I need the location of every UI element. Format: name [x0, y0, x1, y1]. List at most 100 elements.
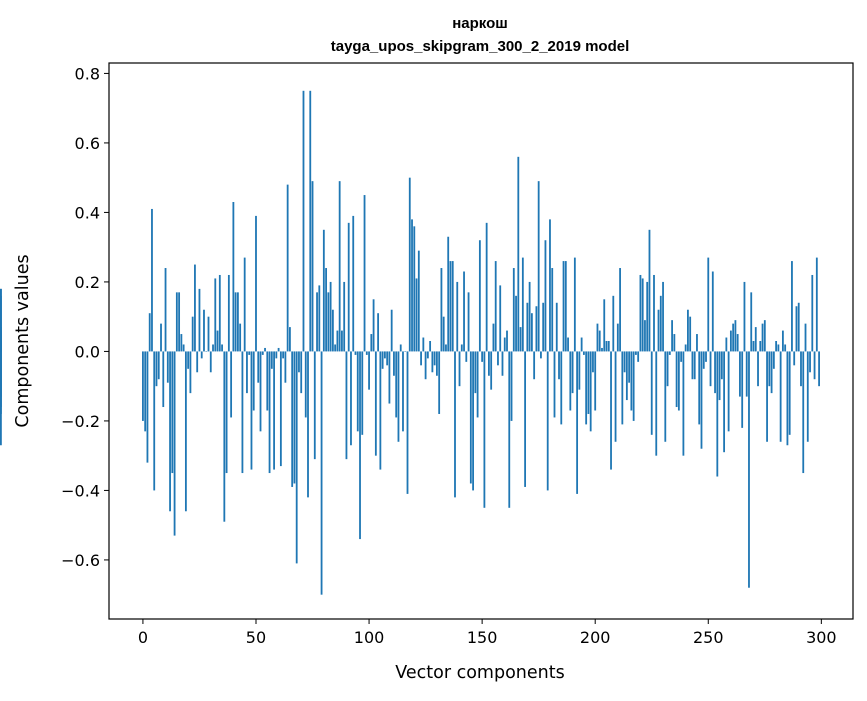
bar — [793, 351, 796, 366]
bar — [438, 351, 441, 414]
bar — [605, 341, 608, 352]
bar — [472, 351, 474, 491]
bar — [684, 344, 687, 352]
bar — [169, 351, 171, 512]
bar — [329, 281, 332, 352]
bar — [766, 351, 768, 442]
bar — [725, 337, 728, 352]
bar — [413, 226, 416, 352]
bar — [445, 344, 447, 352]
bar — [205, 351, 208, 352]
bar — [478, 240, 481, 352]
x-tick-label: 150 — [467, 628, 498, 647]
bar — [542, 302, 545, 352]
bar — [307, 351, 309, 498]
bar — [508, 351, 511, 508]
bar — [433, 351, 436, 366]
bar — [524, 351, 527, 487]
bar — [485, 222, 488, 352]
bar — [804, 323, 807, 352]
bar — [628, 351, 631, 383]
bar — [711, 271, 714, 352]
bar — [732, 323, 735, 352]
bar — [818, 351, 820, 387]
bar — [517, 156, 520, 352]
bar — [241, 351, 244, 474]
bar — [311, 181, 314, 352]
bar — [729, 330, 732, 352]
bar — [775, 341, 778, 352]
bar — [431, 351, 434, 373]
bar — [528, 281, 531, 352]
bar — [182, 344, 185, 352]
bar — [693, 351, 696, 380]
bar — [164, 268, 167, 352]
bar — [474, 351, 477, 394]
bar — [736, 334, 739, 352]
bar — [160, 323, 162, 352]
y-tick-label: −0.2 — [61, 412, 100, 431]
bar — [813, 351, 816, 380]
bar — [625, 351, 628, 401]
bar — [483, 351, 486, 508]
bar — [198, 288, 201, 352]
plot-frame — [108, 62, 854, 620]
bar — [752, 341, 755, 352]
x-tick-label: 250 — [693, 628, 724, 647]
bar — [680, 351, 683, 362]
bar — [377, 313, 380, 352]
bar — [578, 351, 581, 390]
bar — [216, 330, 219, 352]
bar — [200, 351, 203, 359]
bar — [239, 323, 242, 352]
bar — [0, 351, 2, 414]
bar — [359, 351, 361, 540]
bar — [291, 351, 294, 487]
bar — [601, 347, 603, 352]
bar — [610, 351, 612, 470]
bar — [546, 351, 549, 491]
bar — [148, 313, 151, 352]
bar — [655, 351, 658, 456]
x-tick-label: 0 — [138, 628, 148, 647]
bar — [153, 351, 156, 491]
bar — [397, 351, 400, 442]
bar — [637, 351, 640, 362]
bar — [707, 257, 710, 352]
bar — [268, 351, 271, 474]
bar — [322, 229, 325, 352]
bar — [232, 202, 235, 352]
bar — [639, 274, 642, 352]
bar — [435, 351, 438, 376]
bar — [180, 334, 183, 352]
chart-subtitle: tayga_upos_skipgram_300_2_2019 model — [331, 38, 630, 55]
x-axis-ticks: 0 50 100 150 200 250 300 — [138, 619, 837, 647]
bar — [166, 351, 169, 383]
bar — [759, 341, 762, 352]
bar — [650, 351, 653, 435]
chart-title: наркош — [452, 15, 508, 32]
bar — [218, 274, 221, 352]
bar — [223, 351, 226, 522]
bar — [352, 215, 355, 352]
bar — [598, 330, 601, 352]
bar — [402, 351, 404, 432]
bar — [734, 320, 737, 352]
bar — [318, 285, 321, 352]
bar — [646, 281, 649, 352]
bar — [592, 351, 594, 373]
bar — [653, 274, 655, 352]
bar — [320, 351, 323, 595]
bar — [635, 351, 637, 355]
bar — [162, 351, 165, 408]
bar — [757, 351, 759, 387]
bar — [363, 195, 366, 352]
bar — [616, 323, 619, 352]
y-tick-label: 0.0 — [75, 342, 100, 361]
bar — [580, 337, 583, 352]
bar — [0, 295, 2, 352]
bar — [255, 215, 257, 352]
bar — [334, 344, 337, 352]
